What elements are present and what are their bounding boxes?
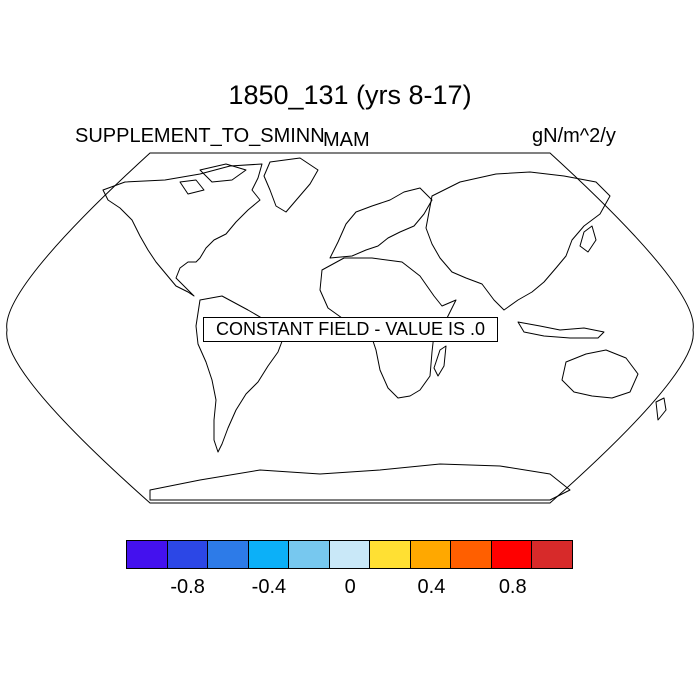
plot-title: 1850_131 (yrs 8-17) <box>228 80 472 110</box>
season-label: MAM <box>323 129 370 151</box>
colorbar-tick-label: -0.4 <box>251 576 287 598</box>
colorbar-swatch <box>451 541 492 568</box>
colorbar-swatch <box>329 541 371 568</box>
colorbar-swatch <box>167 541 209 568</box>
colorbar-swatch <box>491 541 533 568</box>
coastline-japan <box>579 225 597 253</box>
colorbar <box>126 540 573 569</box>
colorbar-swatch <box>289 541 330 568</box>
colorbar-tick-label: 0.8 <box>498 576 527 598</box>
coastline-greenland <box>263 157 319 213</box>
colorbar-swatch <box>127 541 168 568</box>
coastline-asia <box>425 171 611 311</box>
coastline-europe <box>329 187 433 259</box>
coastline-new-zealand <box>655 397 667 421</box>
coastline-north-america <box>102 163 263 297</box>
coastline-antarctica <box>149 463 571 501</box>
colorbar-swatch <box>208 541 249 568</box>
units-label: gN/m^2/y <box>532 125 616 147</box>
coastline-australia <box>561 349 639 399</box>
map-boundary <box>6 152 694 504</box>
coastline-arctic-islands <box>179 163 247 195</box>
colorbar-swatch <box>248 541 290 568</box>
colorbar-tick-label: 0.4 <box>417 576 446 598</box>
colorbar-tick-label: -0.8 <box>170 576 205 598</box>
colorbar-swatch <box>370 541 411 568</box>
variable-label: SUPPLEMENT_TO_SMINN <box>75 125 325 147</box>
colorbar-tick-label: 0 <box>344 576 356 598</box>
colorbar-swatch <box>410 541 452 568</box>
constant-field-box: CONSTANT FIELD - VALUE IS .0 <box>203 317 498 342</box>
coastline-indonesia <box>517 321 605 339</box>
colorbar-swatch <box>532 541 573 568</box>
coastline-madagascar <box>433 345 447 377</box>
